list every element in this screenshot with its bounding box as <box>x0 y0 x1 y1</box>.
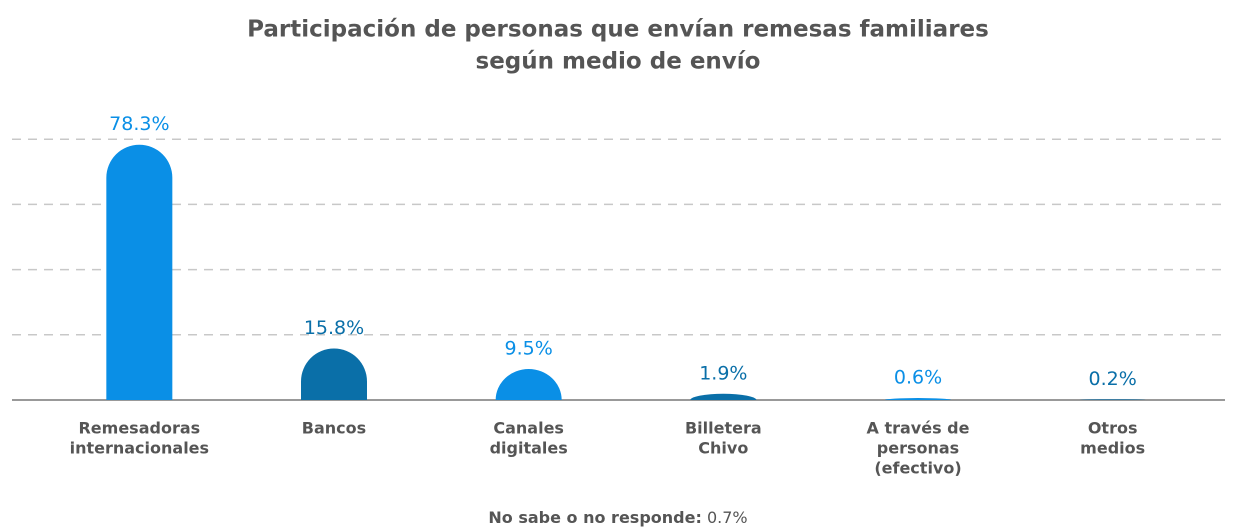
footnote-value: 0.7% <box>707 508 748 527</box>
x-tick-label: Canales <box>493 419 564 438</box>
x-tick-label: personas <box>877 439 959 458</box>
data-label: 1.9% <box>699 362 747 384</box>
data-label: 9.5% <box>505 338 553 360</box>
x-tick-label: Otros <box>1088 419 1138 438</box>
chart-title: según medio de envío <box>476 49 761 75</box>
x-tick-label: digitales <box>490 439 568 458</box>
data-label: 0.6% <box>894 367 942 389</box>
bar <box>495 369 562 400</box>
data-label: 15.8% <box>304 317 364 339</box>
x-tick-label: A través de <box>867 419 970 438</box>
chart-title: Participación de personas que envían rem… <box>247 17 989 43</box>
bar <box>1079 399 1146 400</box>
x-tick-label: medios <box>1080 439 1145 458</box>
bar <box>690 393 757 400</box>
footnote-label: No sabe o no responde: <box>488 508 701 527</box>
x-tick-label: Remesadoras <box>78 419 200 438</box>
data-label: 0.2% <box>1089 368 1137 390</box>
bar <box>301 348 367 400</box>
footnote: No sabe o no responde: 0.7% <box>488 508 747 527</box>
bar <box>885 398 951 400</box>
x-tick-label: Chivo <box>698 439 748 458</box>
x-tick-label: (efectivo) <box>874 459 961 478</box>
x-tick-label: Bancos <box>302 419 366 438</box>
data-label: 78.3% <box>109 113 169 135</box>
x-tick-label: Billetera <box>685 419 762 438</box>
bar <box>106 144 173 400</box>
x-tick-label: internacionales <box>70 439 209 458</box>
